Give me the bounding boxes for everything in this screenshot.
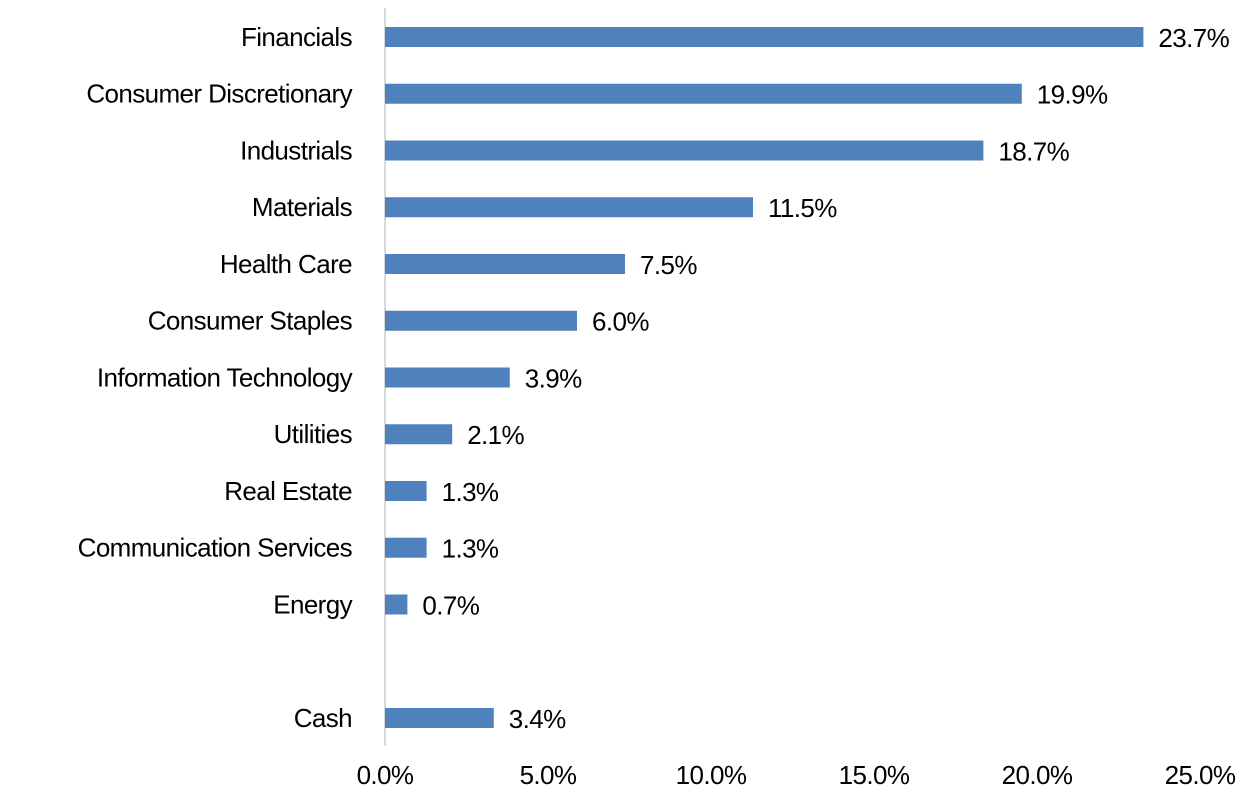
y-tick-label: Financials	[241, 22, 353, 52]
x-tick-label: 5.0%	[520, 760, 577, 790]
y-tick-label: Utilities	[274, 419, 353, 449]
y-tick-label: Materials	[252, 192, 353, 222]
x-tick-label: 0.0%	[357, 760, 414, 790]
y-tick-label: Consumer Staples	[148, 306, 353, 336]
data-label: 19.9%	[1037, 80, 1108, 110]
y-tick-label: Communication Services	[78, 533, 353, 563]
bar	[385, 537, 427, 558]
x-tick-label: 15.0%	[839, 760, 910, 790]
y-tick-label: Information Technology	[97, 362, 353, 392]
bar	[385, 197, 753, 218]
bar	[385, 424, 453, 445]
data-label: 23.7%	[1158, 23, 1229, 53]
data-label: 1.3%	[442, 534, 499, 564]
bar	[385, 27, 1144, 47]
bar	[385, 594, 408, 615]
data-label: 3.4%	[509, 704, 566, 734]
bar	[385, 310, 577, 331]
y-tick-label: Energy	[273, 589, 352, 619]
y-tick-label: Consumer Discretionary	[86, 79, 352, 109]
bar	[385, 83, 1022, 104]
bar	[385, 367, 510, 388]
y-tick-label: Industrials	[240, 135, 352, 165]
data-label: 6.0%	[592, 307, 649, 337]
data-label: 3.9%	[525, 363, 582, 393]
data-label: 18.7%	[998, 136, 1069, 166]
y-tick-label: Health Care	[220, 249, 352, 279]
bar	[385, 254, 625, 274]
bar	[385, 708, 494, 728]
x-tick-label: 20.0%	[1002, 760, 1073, 790]
y-tick-label: Real Estate	[224, 476, 352, 506]
data-label: 11.5%	[768, 193, 837, 223]
y-tick-label: Cash	[294, 703, 352, 733]
x-tick-label: 10.0%	[676, 760, 747, 790]
x-tick-label: 25.0%	[1165, 760, 1236, 790]
data-label: 2.1%	[467, 420, 524, 450]
data-label: 7.5%	[640, 250, 697, 280]
bar	[385, 140, 984, 161]
data-label: 0.7%	[422, 590, 479, 620]
bar	[385, 481, 427, 501]
data-label: 1.3%	[442, 477, 499, 507]
